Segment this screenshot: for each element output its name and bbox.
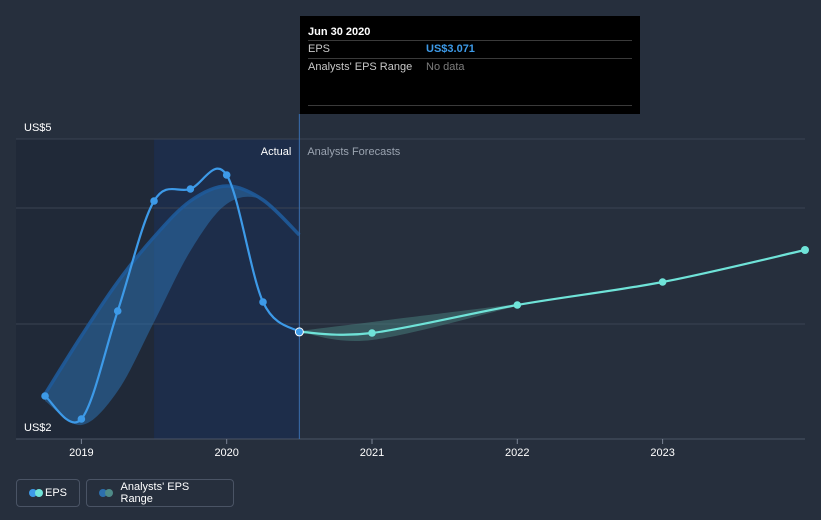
grid-lines bbox=[16, 138, 805, 440]
legend-item-analysts-eps-range[interactable]: Analysts' EPS Range bbox=[86, 479, 234, 507]
x-tick-label-2020: 2020 bbox=[214, 447, 238, 459]
tooltip-range-value: No data bbox=[426, 61, 465, 73]
range-band-upper-edge bbox=[43, 184, 301, 395]
eps-point-actual-2 bbox=[113, 307, 122, 315]
eps-line-actual bbox=[44, 167, 301, 424]
tooltip-range-label: Analysts' EPS Range bbox=[308, 61, 413, 73]
actual-highlight-region bbox=[154, 139, 300, 439]
range-band-actual bbox=[45, 185, 300, 426]
tooltip-eps-label: EPS bbox=[308, 43, 331, 55]
y-tick-label-top: US$5 bbox=[24, 122, 52, 134]
eps-line-forecast bbox=[299, 248, 806, 336]
legend-item-eps[interactable]: EPS bbox=[16, 479, 80, 507]
range-band-forecast bbox=[299, 304, 518, 342]
tooltip-date: Jun 30 2020 bbox=[308, 26, 371, 38]
eps-point-forecast-3 bbox=[658, 278, 667, 286]
x-tick-label-2022: 2022 bbox=[505, 447, 529, 459]
analysts-eps-range-bands bbox=[43, 184, 518, 426]
eps-point-actual-7 bbox=[294, 327, 304, 337]
y-tick-label-bottom: US$2 bbox=[24, 422, 52, 434]
eps-point-forecast-4 bbox=[801, 246, 809, 254]
tooltip-row-eps: EPS US$3.071 bbox=[308, 40, 632, 58]
eps-point-actual-1 bbox=[77, 415, 86, 423]
x-axis-ticks: 2019 2020 2021 2022 2023 bbox=[69, 439, 675, 459]
eps-point-actual-4 bbox=[186, 185, 195, 193]
legend-eps-label: EPS bbox=[44, 487, 67, 499]
eps-legend-icon bbox=[29, 489, 43, 497]
actual-region-label: Actual bbox=[261, 146, 292, 158]
eps-point-actual-5 bbox=[222, 171, 231, 179]
x-tick-label-2023: 2023 bbox=[650, 447, 674, 459]
eps-point-forecast-1 bbox=[368, 329, 376, 337]
legend-range-label: Analysts' EPS Range bbox=[120, 481, 190, 505]
tooltip-divider bbox=[308, 105, 632, 106]
x-tick-label-2019: 2019 bbox=[69, 447, 93, 459]
eps-points bbox=[41, 171, 809, 423]
eps-point-forecast-2 bbox=[513, 301, 522, 309]
eps-point-actual-6 bbox=[259, 298, 267, 306]
tooltip-row-range: Analysts' EPS Range No data bbox=[308, 58, 632, 76]
range-legend-icon bbox=[99, 489, 113, 497]
hover-tooltip: Jun 30 2020 EPS US$3.071 Analysts' EPS R… bbox=[300, 16, 640, 114]
eps-point-actual-3 bbox=[150, 197, 158, 205]
eps-lines bbox=[44, 167, 806, 424]
eps-point-actual-0 bbox=[41, 392, 49, 400]
x-tick-label-2021: 2021 bbox=[360, 447, 384, 459]
tooltip-eps-value: US$3.071 bbox=[426, 43, 475, 55]
forecast-region-label: Analysts Forecasts bbox=[307, 146, 400, 158]
